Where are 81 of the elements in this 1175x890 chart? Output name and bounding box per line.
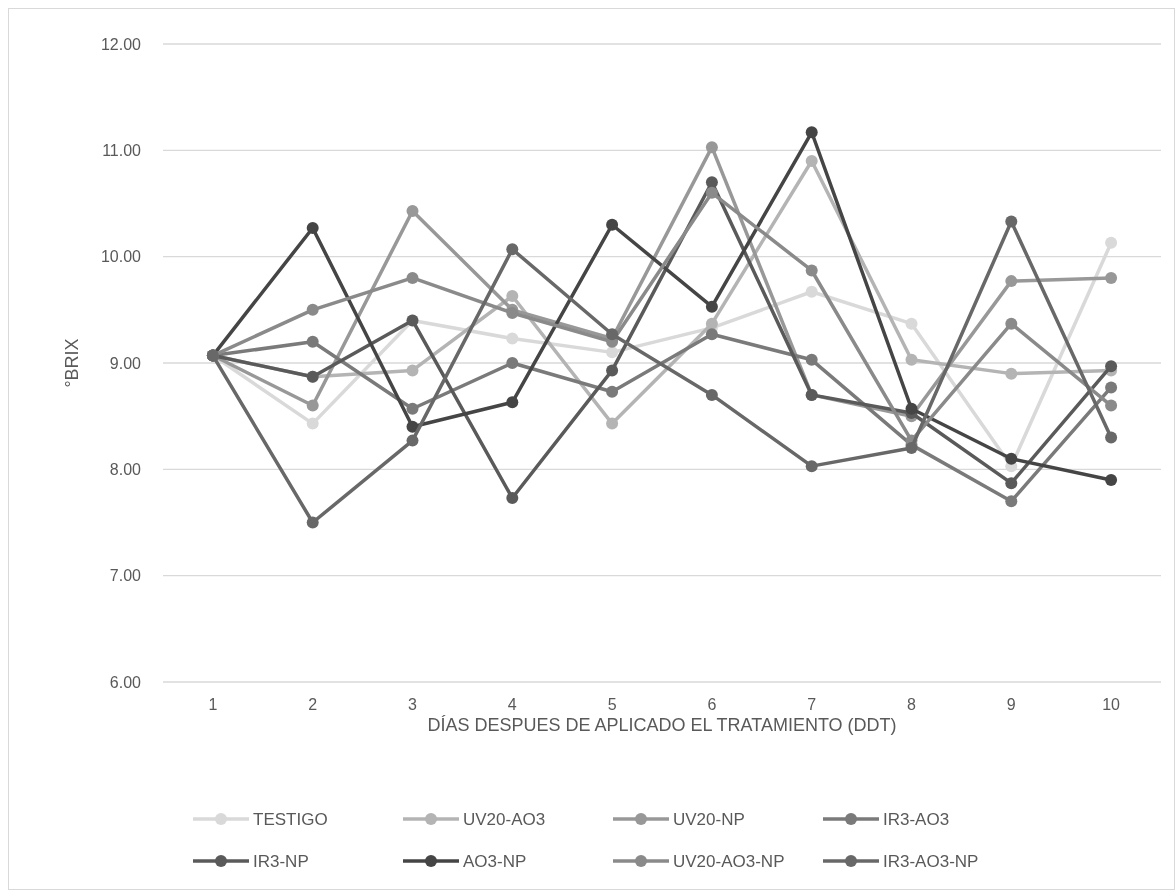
legend-label: UV20-AO3 — [463, 809, 546, 829]
point — [805, 285, 818, 298]
point — [406, 364, 419, 377]
point — [705, 388, 718, 401]
point — [306, 335, 319, 348]
point — [606, 385, 619, 398]
point — [606, 218, 619, 231]
point — [1005, 495, 1018, 508]
legend-label: AO3-NP — [463, 851, 527, 871]
point — [1105, 236, 1118, 249]
point — [406, 204, 419, 217]
y-tick-label: 10.00 — [100, 248, 142, 266]
point — [506, 243, 519, 256]
y-tick-label: 9.00 — [109, 354, 142, 372]
point — [905, 402, 918, 415]
point — [406, 434, 419, 447]
point — [506, 396, 519, 409]
point — [1005, 452, 1018, 465]
point — [1005, 317, 1018, 330]
point — [306, 417, 319, 430]
x-axis-title: DÍAS DESPUES DE APLICADO EL TRATAMIENTO (DDT) — [427, 715, 897, 735]
x-tick-label: 4 — [507, 696, 517, 713]
point — [1105, 431, 1118, 444]
y-axis-title: °BRIX — [62, 338, 82, 388]
point — [1105, 473, 1118, 486]
point — [306, 303, 319, 316]
point — [406, 271, 419, 284]
x-tick-label: 7 — [807, 696, 817, 713]
point — [1005, 275, 1018, 288]
point — [306, 399, 319, 412]
point — [705, 300, 718, 313]
point — [805, 353, 818, 366]
point — [306, 221, 319, 234]
point — [606, 346, 619, 359]
point — [1105, 381, 1118, 394]
x-tick-label: 10 — [1102, 696, 1121, 713]
point — [306, 516, 319, 529]
y-tick-label: 6.00 — [109, 673, 142, 691]
x-tick-label: 6 — [707, 696, 717, 713]
point — [1105, 399, 1118, 412]
legend-label: IR3-NP — [253, 851, 309, 871]
point — [705, 141, 718, 154]
point — [705, 317, 718, 330]
point — [1005, 477, 1018, 490]
point — [506, 290, 519, 303]
point — [506, 492, 519, 505]
legend-label: UV20-AO3-NP — [673, 851, 785, 871]
x-tick-label: 1 — [208, 696, 218, 713]
x-tick-label: 9 — [1006, 696, 1016, 713]
point — [805, 460, 818, 473]
legend-label: UV20-NP — [673, 809, 745, 829]
x-tick-label: 8 — [907, 696, 917, 713]
point — [705, 328, 718, 341]
point — [606, 364, 619, 377]
point — [506, 332, 519, 345]
point — [805, 154, 818, 167]
point — [905, 442, 918, 455]
point — [1005, 367, 1018, 380]
point — [705, 186, 718, 199]
point — [406, 402, 419, 415]
x-tick-label: 5 — [607, 696, 617, 713]
point — [1105, 271, 1118, 284]
point — [506, 357, 519, 369]
point — [1105, 360, 1118, 373]
y-tick-label: 7.00 — [109, 567, 142, 585]
legend-label: IR3-AO3-NP — [883, 851, 979, 871]
x-tick-label: 2 — [308, 696, 318, 713]
point — [606, 417, 619, 430]
point — [606, 328, 619, 341]
point — [1005, 215, 1018, 228]
x-tick-label: 3 — [408, 696, 418, 713]
point — [905, 353, 918, 366]
y-tick-label: 11.00 — [102, 141, 142, 159]
legend-label: IR3-AO3 — [883, 809, 950, 829]
y-tick-label: 12.00 — [100, 35, 142, 53]
point — [506, 307, 519, 320]
y-tick-label: 8.00 — [109, 460, 142, 478]
point — [805, 126, 818, 139]
point — [805, 264, 818, 277]
legend-label: TESTIGO — [253, 809, 328, 829]
point — [905, 317, 918, 330]
